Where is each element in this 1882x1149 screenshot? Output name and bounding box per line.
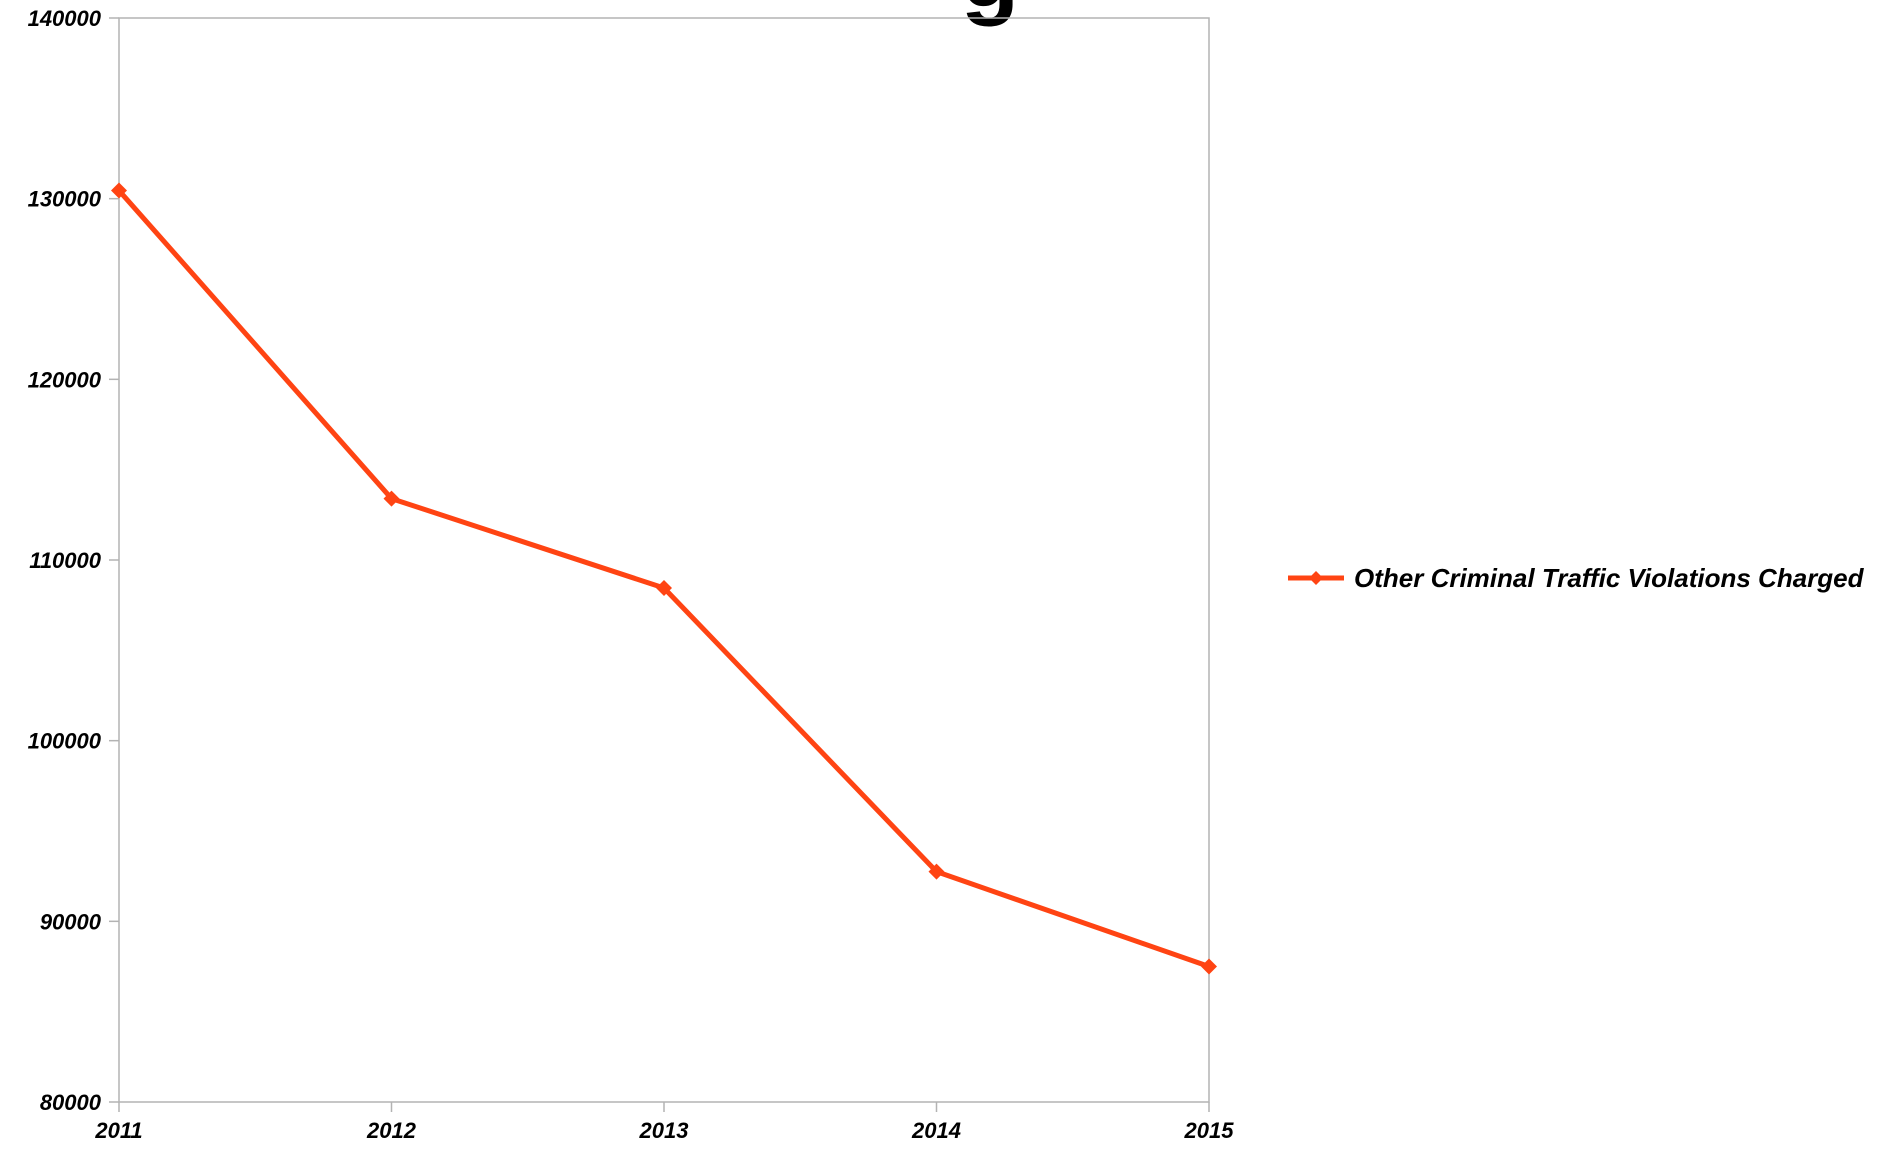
y-tick-label: 110000	[29, 548, 102, 573]
series-line	[117, 188, 1210, 969]
x-tick-label: 2012	[366, 1118, 417, 1143]
y-tick-label: 140000	[28, 6, 102, 31]
y-tick-label: 130000	[28, 187, 102, 212]
y-tick-label: 90000	[40, 909, 102, 934]
data-point-marker	[111, 182, 127, 199]
chart-title-group: g	[961, 0, 1020, 27]
y-tick-label: 80000	[40, 1090, 102, 1115]
legend-marker	[1309, 571, 1323, 585]
plot-area-frame	[118, 17, 1210, 1103]
y-tick-label: 120000	[28, 367, 102, 392]
legend-label: Other Criminal Traffic Violations Charge…	[1354, 563, 1865, 593]
x-tick-label: 2014	[911, 1118, 961, 1143]
x-tick-label: 2013	[639, 1118, 689, 1143]
data-point-marker	[1201, 958, 1217, 975]
x-tick-label: 2011	[94, 1118, 142, 1143]
x-tick-label: 2015	[1184, 1118, 1235, 1143]
chart-title: g	[961, 0, 1020, 27]
data-point-marker	[383, 490, 400, 507]
y-axis: 80000 90000 100000 110000 120000 130000 140000	[28, 6, 119, 1115]
legend: Other Criminal Traffic Violations Charge…	[1288, 563, 1865, 593]
y-tick-label: 100000	[28, 729, 102, 754]
series-layer	[111, 182, 1217, 975]
data-point-marker	[656, 580, 672, 597]
data-point-marker	[928, 863, 945, 880]
x-axis: 2011 2012 2013 2014 2015	[94, 1102, 1234, 1143]
